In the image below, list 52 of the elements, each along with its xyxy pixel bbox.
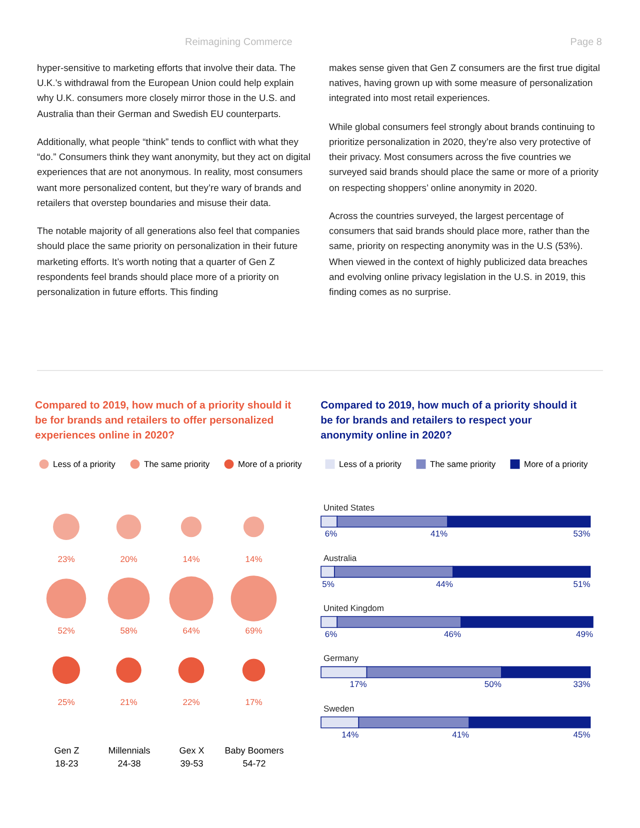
data-label: 50%: [484, 679, 502, 690]
legend-label: More of a priority: [238, 459, 303, 470]
legend-label: The same priority: [144, 459, 210, 470]
data-label: 17%: [245, 697, 263, 708]
data-label: 6%: [324, 629, 338, 639]
text: While global consumers feel strongly about brands continuing to prioritize personalization in 2020, they’re also very protective of their privacy. Most consumers across the five countries we surveyed said brands should place the same or more of a priority on respecting shoppers’ online anonymity in 2020.: [329, 120, 600, 195]
data-label: 6%: [324, 528, 338, 539]
text: Across the countries surveyed, the largest percentage of consumers that said brands should place more, rather than the same, priority on respecting anonymity was in the U.S (53%). When viewed in the context of highly publicized data breaches and evolving online privacy legislation in the U.S. in 2019, this finding comes as no surprise.: [329, 208, 591, 300]
data-label: 22%: [182, 697, 200, 708]
legend-label: Less of a priority: [339, 459, 402, 470]
chart-title: Compared to 2019, how much of a priority should it be for brands and retailers to respect your anonymity online in 2020?: [320, 400, 578, 442]
y-tick-label: Sweden: [324, 703, 354, 714]
data-label: 23%: [58, 554, 76, 564]
text: Reimagining Commerce: [185, 37, 292, 48]
data-label: 69%: [245, 626, 263, 636]
legend-label: Less of a priority: [53, 459, 116, 470]
category-label: Gen Z 18-23: [54, 746, 80, 768]
data-label: 64%: [182, 626, 200, 636]
text: hyper-sensitive to marketing efforts that involve their data. The U.K.’s withdrawal from the European Union could help explain why U.K. consumers more closely mirror those in the U.S. and Australia than their German and Swedish EU counterparts.: [37, 61, 297, 121]
data-label: 51%: [573, 578, 591, 589]
category-label: Gex X 39-53: [179, 746, 204, 768]
data-label: 5%: [322, 578, 335, 589]
data-label: 14%: [182, 554, 200, 564]
data-label: 20%: [120, 554, 138, 564]
data-label: 17%: [350, 679, 368, 690]
y-tick-label: United States: [324, 502, 375, 513]
text: The notable majority of all generations also feel that companies should place the same priority on personalization in their future marketing efforts. It’s worth noting that a quarter of Gen Z respondents feel brands should place more of a priority on personalization in future efforts. This finding: [37, 224, 301, 300]
data-label: 46%: [444, 629, 462, 639]
data-label: 14%: [342, 729, 360, 740]
data-label: 41%: [430, 528, 448, 539]
legend-label: More of a priority: [524, 459, 589, 470]
data-label: 14%: [245, 554, 263, 564]
data-label: 21%: [120, 697, 138, 708]
category-label: Millennials 24-38: [108, 746, 151, 768]
text: Additionally, what people “think” tends to conflict with what they “do.” Consumers think they want anonymity, but they act on digital experiences that are not anonymous. In reality, most consumers want more personalized content, but they’re wary of brands and retailers that overstep boundaries and misuse their data.: [37, 134, 311, 210]
data-label: 33%: [573, 679, 591, 690]
category-label: Baby Boomers 54-72: [224, 746, 284, 768]
data-label: 53%: [573, 528, 591, 539]
text: Compared to 2019, how much of a priority should it be for brands and retailers to offer personalized experiences online in 2020?: [35, 400, 292, 442]
text: makes sense given that Gen Z consumers are the first true digital natives, having grown up with some measure of personalization integrated into most retail experiences.: [329, 61, 601, 106]
data-label: 41%: [452, 729, 470, 740]
data-label: 58%: [120, 626, 138, 636]
data-label: 49%: [576, 629, 594, 639]
data-label: 25%: [58, 697, 76, 708]
data-label: 45%: [573, 729, 591, 740]
data-label: 52%: [58, 626, 76, 636]
y-tick-label: Australia: [324, 552, 357, 563]
legend-label: The same priority: [430, 459, 496, 470]
text: Page 8: [570, 37, 602, 48]
y-tick-label: Germany: [324, 653, 360, 664]
y-tick-label: United Kingdom: [324, 603, 384, 613]
data-label: 44%: [436, 578, 454, 589]
